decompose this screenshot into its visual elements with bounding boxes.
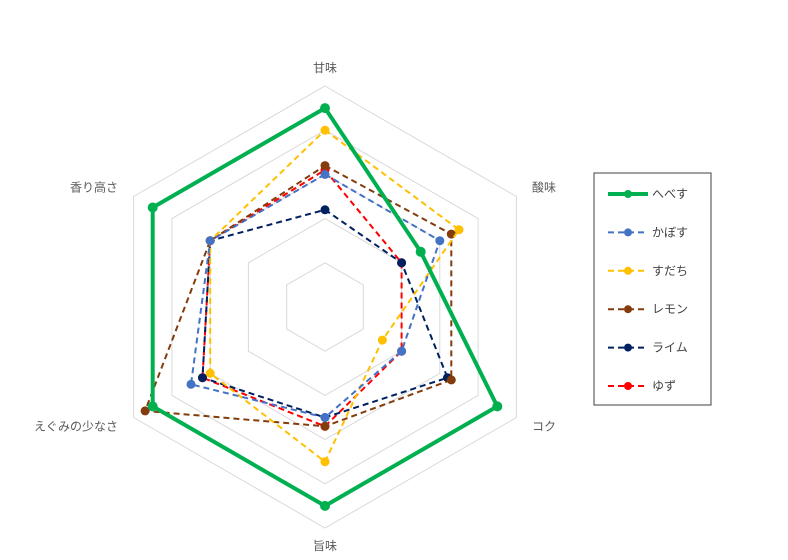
series-layer — [140, 103, 503, 511]
series-point — [147, 202, 158, 213]
series-point — [415, 246, 426, 257]
series-point — [320, 161, 330, 171]
grid-ring-4 — [171, 129, 479, 485]
series-point — [397, 346, 407, 356]
series-point — [198, 373, 207, 383]
series-line — [201, 208, 449, 419]
legend-swatch-marker — [624, 266, 632, 275]
axis-label: コク — [532, 420, 556, 434]
legend-item: ライム — [608, 341, 688, 355]
legend-label: ゆず — [652, 379, 676, 393]
series-point — [140, 406, 150, 416]
legend-swatch-marker — [624, 343, 632, 352]
series-point — [446, 375, 456, 385]
series-point — [147, 401, 158, 412]
series-point — [435, 236, 445, 246]
grid-ring-5 — [133, 85, 517, 529]
legend-label: レモン — [652, 302, 688, 316]
series-point — [205, 368, 215, 378]
series-point — [320, 413, 330, 422]
series-point — [320, 205, 330, 215]
series-point — [205, 236, 215, 246]
grid-ring-1 — [286, 262, 364, 352]
legend-item: ゆず — [608, 379, 676, 393]
series-point — [377, 335, 387, 345]
series-3 — [140, 161, 456, 431]
series-point — [186, 379, 196, 389]
series-0 — [147, 103, 503, 511]
axis-label: 香り高さ — [70, 180, 118, 195]
series-point — [492, 401, 503, 412]
series-point — [320, 125, 330, 135]
legend-label: すだち — [652, 264, 688, 278]
series-point — [320, 103, 330, 114]
series-point — [320, 500, 330, 511]
series-point — [397, 258, 407, 268]
legend-item: かぼす — [608, 225, 688, 239]
series-point — [320, 457, 330, 467]
legend-box — [593, 172, 712, 406]
legend-label: へべす — [652, 187, 688, 201]
grid-ring-2 — [247, 218, 403, 396]
series-5 — [198, 165, 407, 431]
legend-swatch-marker — [624, 382, 632, 390]
series-point — [320, 169, 330, 179]
axis-label: 酸味 — [532, 180, 556, 195]
legend-label: ライム — [652, 341, 688, 355]
legend-item: へべす — [608, 187, 688, 201]
axis-label: えぐみの少なさ — [34, 420, 118, 434]
legend-swatch-marker — [624, 190, 632, 198]
legend-item: レモン — [608, 302, 688, 316]
series-point — [320, 421, 330, 431]
axis-label: 甘味 — [313, 61, 337, 75]
legend-swatch-marker — [624, 228, 632, 237]
legend-label: かぼす — [652, 225, 688, 239]
series-point — [454, 225, 464, 235]
series-1 — [186, 169, 445, 422]
legend-item: すだち — [608, 264, 688, 278]
legend-swatch-marker — [624, 305, 632, 314]
axis-label: 旨味 — [313, 539, 337, 553]
